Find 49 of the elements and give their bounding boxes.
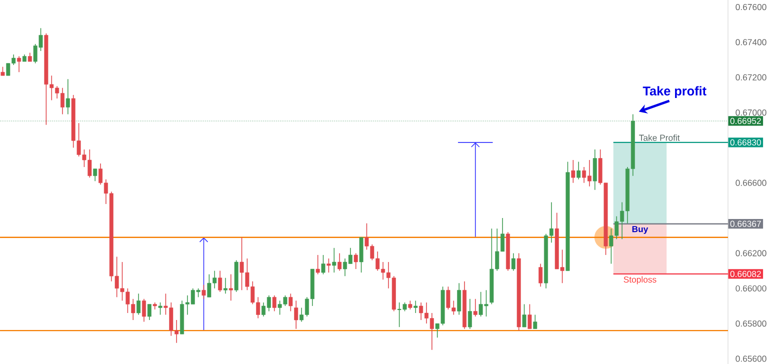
y-tick-label: 0.67200 [736, 74, 766, 80]
annotation: Take profit [642, 86, 706, 98]
candlestick [528, 304, 532, 330]
candlestick [326, 258, 331, 273]
candlestick [218, 270, 222, 292]
candlestick [294, 300, 298, 330]
candlestick [457, 282, 462, 316]
candlestick [414, 300, 418, 314]
candlestick [66, 78, 70, 115]
candlestick [571, 160, 576, 184]
y-tick-label: 0.66600 [736, 180, 766, 186]
y-tick-label: 0.65600 [736, 356, 766, 362]
candlestick [93, 168, 98, 182]
candlestick [511, 252, 516, 272]
y-tick-label: 0.66200 [736, 250, 766, 256]
candlestick [136, 293, 141, 316]
candlestick [228, 274, 233, 302]
candlestick [158, 302, 162, 316]
band-label: Stoploss [624, 276, 656, 284]
candlestick [202, 284, 206, 300]
candlestick [538, 263, 543, 288]
candlestick [147, 304, 152, 320]
y-tick-label: 0.65800 [736, 320, 766, 327]
y-tick-label: 0.67000 [736, 109, 766, 116]
candlestick [142, 298, 146, 322]
candlestick [272, 295, 276, 312]
candlestick [468, 298, 472, 330]
candlestick [533, 314, 538, 330]
y-tick-label: 0.66000 [736, 285, 766, 292]
y-tick-label: 0.67400 [736, 39, 766, 46]
candlestick [288, 293, 293, 312]
candlestick [522, 304, 526, 328]
band-label: Take Profit [639, 134, 680, 141]
ref-line-label: 0.66952 [730, 118, 761, 124]
annotation: Buy [632, 226, 648, 234]
candlestick [321, 254, 326, 275]
candlestick [576, 161, 581, 180]
ref-line-label: 0.66082 [730, 270, 761, 278]
candlestick [338, 252, 342, 272]
candlestick [354, 252, 358, 270]
y-tick-label: 0.67600 [736, 4, 766, 10]
candlestick [592, 149, 597, 190]
ref-line-label: 0.66367 [730, 220, 761, 227]
candlestick [332, 248, 336, 273]
candlestick [223, 277, 228, 294]
candlestick [316, 254, 320, 275]
ref-line-label: 0.66830 [730, 139, 761, 146]
candlestick [473, 298, 478, 317]
candlestick [17, 56, 22, 72]
